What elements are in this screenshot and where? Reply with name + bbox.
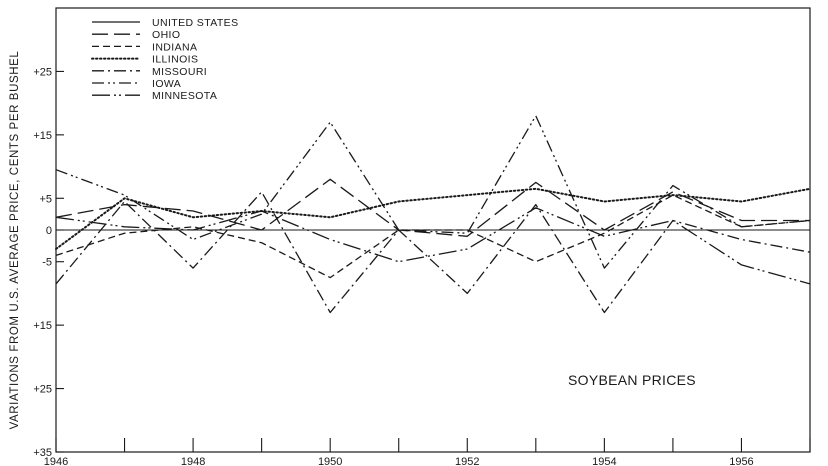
series-line-iowa — [55, 115, 811, 269]
legend-label: ILLINOIS — [152, 54, 198, 66]
x-tick-label: 1952 — [455, 456, 479, 466]
y-tick-label: -5 — [42, 257, 52, 269]
x-tick-label: 1956 — [729, 456, 753, 466]
legend-label: INDIANA — [152, 41, 197, 53]
x-tick-label: 1954 — [592, 456, 616, 466]
chart-annotation: SOYBEAN PRICES — [568, 372, 696, 388]
y-tick-label: +15 — [33, 320, 52, 332]
legend: UNITED STATESOHIOINDIANAILLINOISMISSOURI… — [91, 17, 238, 102]
series-lines — [55, 115, 811, 314]
legend-label: IOWA — [152, 78, 181, 90]
x-tick-label: 1946 — [44, 456, 68, 466]
y-tick-label: +25 — [33, 384, 52, 396]
y-tick-label: +15 — [33, 130, 52, 142]
series-line-missouri — [55, 191, 811, 314]
legend-label: OHIO — [152, 29, 180, 41]
series-line-indiana — [55, 194, 811, 279]
y-axis-title: VARIATIONS FROM U.S. AVERAGE PRICE, CENT… — [9, 51, 21, 430]
y-tick-label: +25 — [33, 66, 52, 78]
legend-label: MISSOURI — [152, 66, 207, 78]
legend-label: MINNESOTA — [152, 90, 217, 102]
y-tick-label: +35 — [33, 447, 52, 459]
legend-label: UNITED STATES — [152, 17, 238, 29]
x-tick-label: 1950 — [318, 456, 342, 466]
y-tick-label: +5 — [39, 193, 52, 205]
y-tick-label: 0 — [46, 225, 52, 237]
series-line-illinois — [55, 187, 811, 250]
series-line-minnesota — [55, 207, 811, 285]
x-tick-label: 1948 — [181, 456, 205, 466]
series-line-ohio — [55, 178, 810, 237]
